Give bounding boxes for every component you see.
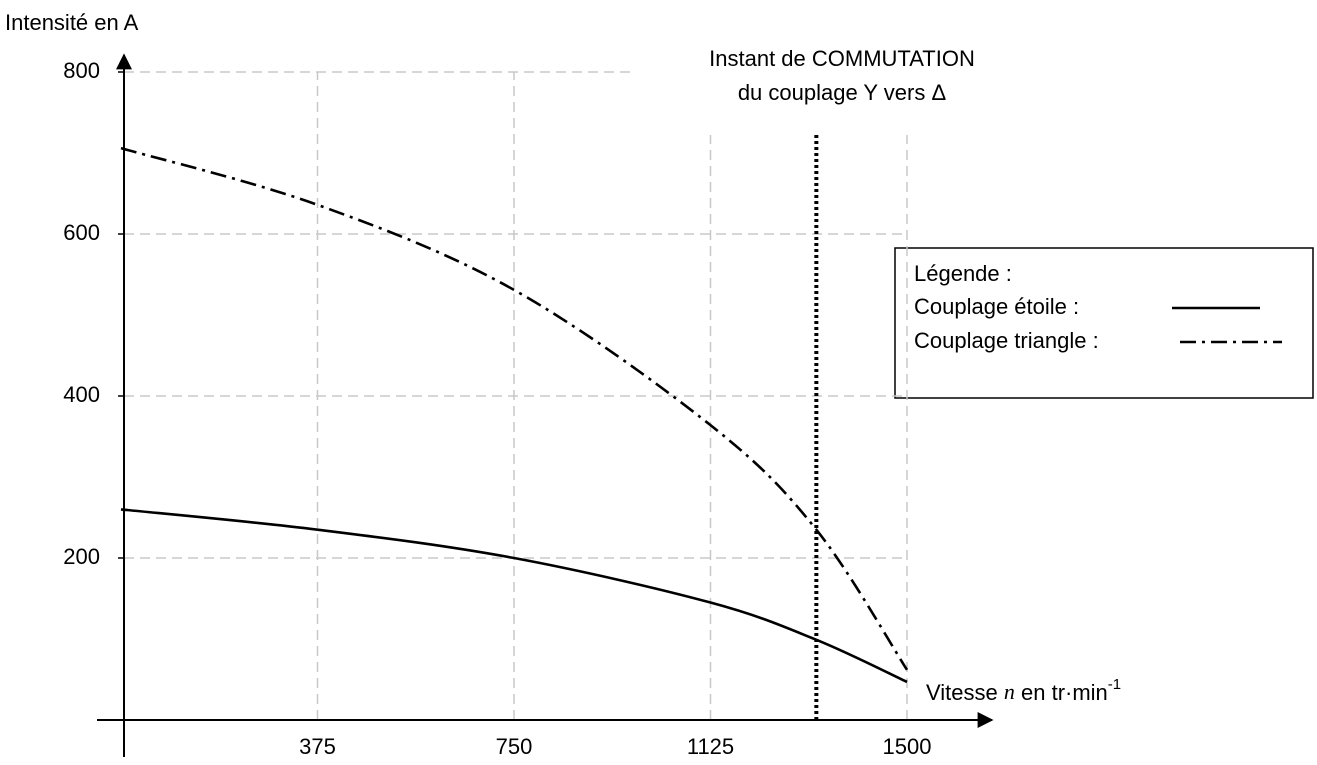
legend: Légende : Couplage étoile : Couplage tria… (894, 247, 1314, 399)
x-tick-label: 1500 (883, 734, 932, 759)
x-axis-label: Vitesse n en tr·min-1 (926, 676, 1121, 705)
y-axis-label: Intensité en A (5, 10, 139, 35)
y-tick-label: 800 (63, 58, 100, 83)
y-tick-label: 200 (63, 544, 100, 569)
series-line (120, 146, 909, 671)
legend-label: Couplage étoile : (914, 294, 1079, 319)
y-tick-label: 400 (63, 382, 100, 407)
legend-box (894, 247, 1314, 399)
legend-label: Couplage triangle : (914, 328, 1099, 353)
x-tick-label: 1125 (687, 734, 734, 759)
x-tick-label: 375 (299, 734, 336, 759)
legend-title: Légende : (914, 261, 1012, 286)
annotation-text: Instant de COMMUTATION (709, 46, 975, 71)
x-tick-label: 750 (496, 734, 533, 759)
annotation-text: du couplage Y vers Δ (738, 80, 947, 105)
y-tick-label: 600 (63, 220, 100, 245)
